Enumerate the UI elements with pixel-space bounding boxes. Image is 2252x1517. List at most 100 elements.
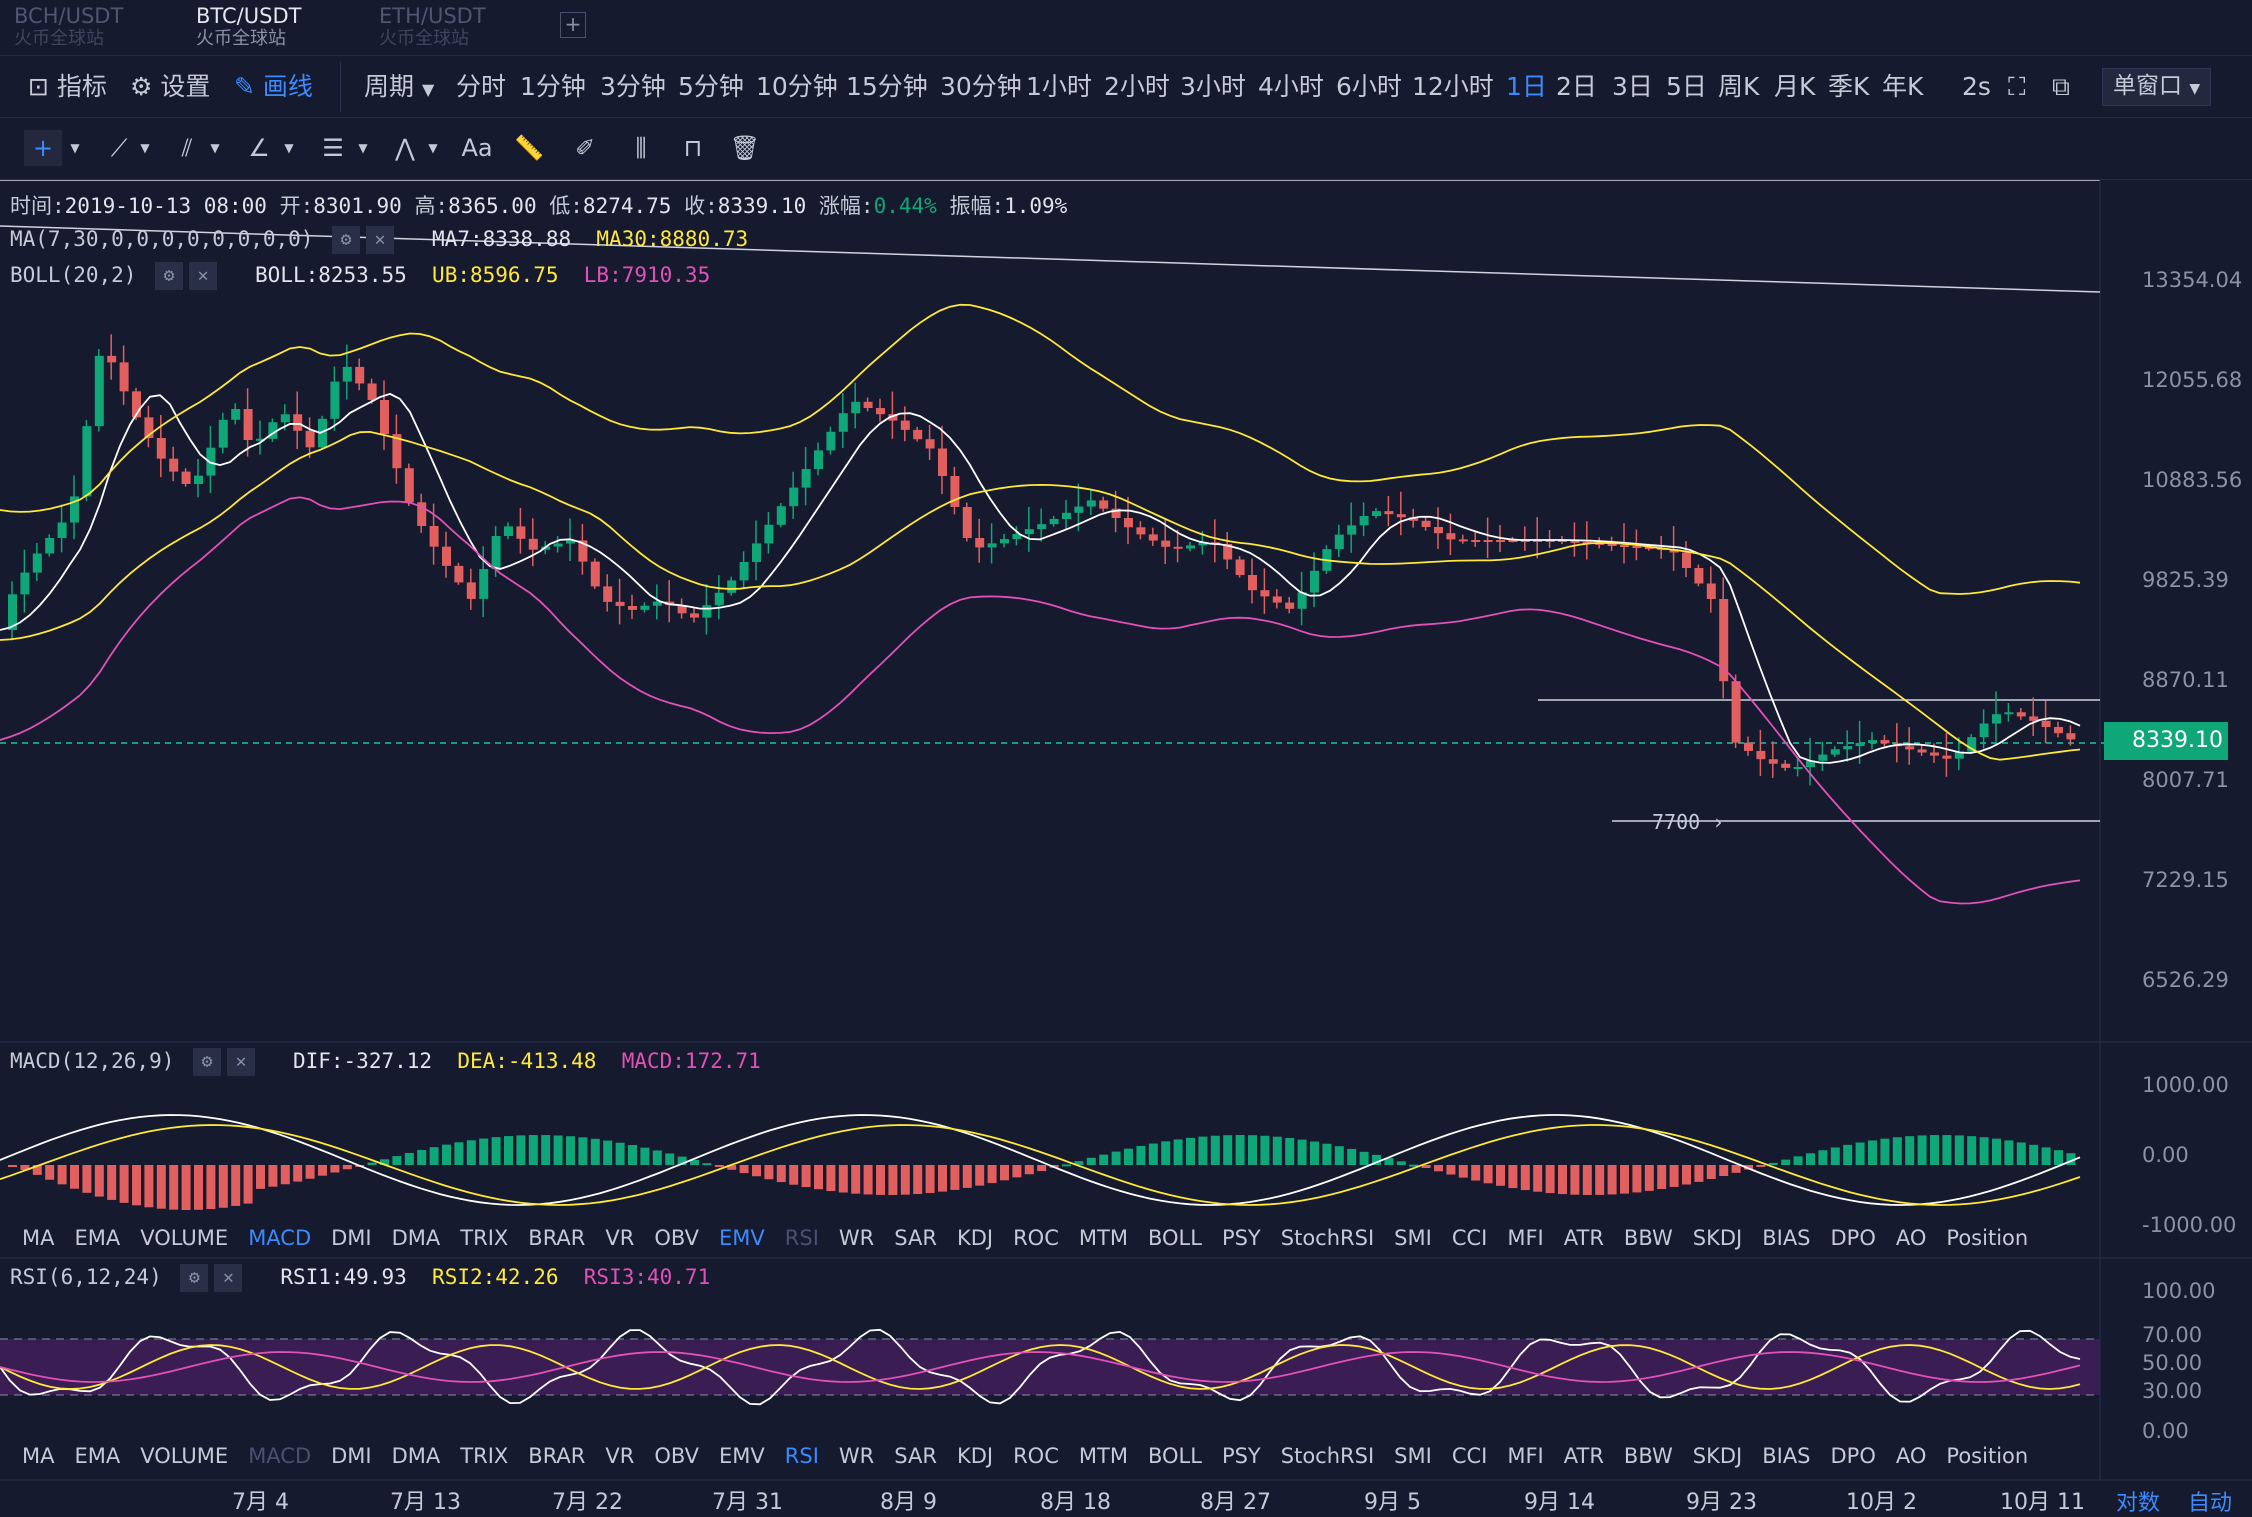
indicator-tab-skdj[interactable]: SKDJ xyxy=(1692,1226,1743,1250)
indicator-tab-atr[interactable]: ATR xyxy=(1563,1444,1604,1468)
period-8[interactable]: 2小时 xyxy=(1104,72,1170,101)
tab-btc-usdt[interactable]: BTC/USDT 火币全球站 xyxy=(182,4,301,54)
wave-tool-icon[interactable]: ⋀ xyxy=(395,134,415,162)
indicator-tab-stochrsi[interactable]: StochRSI xyxy=(1280,1226,1375,1250)
brush-tool-icon[interactable]: ✐ xyxy=(574,134,596,162)
indicator-tab-kdj[interactable]: KDJ xyxy=(956,1226,994,1250)
period-5[interactable]: 15分钟 xyxy=(846,72,928,101)
caret-down-icon[interactable]: ▼ xyxy=(284,141,294,155)
indicator-tab-psy[interactable]: PSY xyxy=(1221,1444,1261,1468)
auto-scale-toggle[interactable]: 自动 xyxy=(2187,1491,2232,1516)
period-9[interactable]: 3小时 xyxy=(1180,72,1246,101)
indicator-tab-stochrsi[interactable]: StochRSI xyxy=(1280,1444,1375,1468)
indicator-tab-obv[interactable]: OBV xyxy=(654,1444,700,1468)
price-annotation[interactable]: 7700 › xyxy=(1652,810,1725,834)
period-14[interactable]: 2日 xyxy=(1556,72,1597,101)
indicator-tab-bias[interactable]: BIAS xyxy=(1762,1226,1811,1250)
window-mode-dropdown[interactable]: 单窗口 ▼ xyxy=(2102,68,2212,106)
gear-icon[interactable]: ⚙ xyxy=(180,1264,209,1292)
period-4[interactable]: 10分钟 xyxy=(756,72,838,101)
indicator-tab-boll[interactable]: BOLL xyxy=(1147,1444,1202,1468)
indicator-tab-macd[interactable]: MACD xyxy=(248,1226,312,1250)
period-6[interactable]: 30分钟 xyxy=(940,72,1022,101)
draw-button[interactable]: ✎ 画线 xyxy=(234,70,313,104)
indicator-tab-bbw[interactable]: BBW xyxy=(1623,1444,1673,1468)
gear-icon[interactable]: ⚙ xyxy=(193,1048,222,1076)
indicator-tab-mtm[interactable]: MTM xyxy=(1078,1226,1128,1250)
settings-button[interactable]: ⚙ 设置 xyxy=(130,70,210,104)
indicator-tab-mfi[interactable]: MFI xyxy=(1507,1226,1544,1250)
indicator-tab-ma[interactable]: MA xyxy=(22,1444,55,1468)
period-18[interactable]: 月K xyxy=(1774,72,1816,101)
caret-down-icon[interactable]: ▼ xyxy=(210,141,220,155)
period-12[interactable]: 12小时 xyxy=(1412,72,1494,101)
period-13[interactable]: 1日 xyxy=(1506,72,1547,101)
indicator-tab-wr[interactable]: WR xyxy=(838,1444,875,1468)
indicator-tab-ema[interactable]: EMA xyxy=(74,1226,121,1250)
period-17[interactable]: 周K xyxy=(1718,72,1760,101)
indicator-tab-dma[interactable]: DMA xyxy=(391,1226,441,1250)
channel-tool-icon[interactable]: ⫽ xyxy=(181,134,193,162)
indicator-tab-ema[interactable]: EMA xyxy=(74,1444,121,1468)
indicator-tab-sar[interactable]: SAR xyxy=(894,1226,937,1250)
period-15[interactable]: 3日 xyxy=(1612,72,1653,101)
indicator-tab-bias[interactable]: BIAS xyxy=(1762,1444,1811,1468)
text-tool[interactable]: Aa xyxy=(461,134,493,162)
indicator-tab-roc[interactable]: ROC xyxy=(1013,1444,1059,1468)
indicator-tab-boll[interactable]: BOLL xyxy=(1147,1226,1202,1250)
indicator-tab-sar[interactable]: SAR xyxy=(894,1444,937,1468)
ruler-tool-icon[interactable]: 📏 xyxy=(514,134,544,162)
close-icon[interactable]: ✕ xyxy=(214,1264,243,1292)
lock-tool-icon[interactable]: ⊓ xyxy=(683,134,703,162)
indicator-tab-dma[interactable]: DMA xyxy=(391,1444,441,1468)
indicator-tab-obv[interactable]: OBV xyxy=(654,1226,700,1250)
indicator-tab-cci[interactable]: CCI xyxy=(1451,1226,1488,1250)
close-icon[interactable]: ✕ xyxy=(189,262,218,290)
indicator-tab-cci[interactable]: CCI xyxy=(1451,1444,1488,1468)
close-icon[interactable]: ✕ xyxy=(227,1048,256,1076)
indicator-tab-ao[interactable]: AO xyxy=(1895,1226,1927,1250)
indicator-tab-vr[interactable]: VR xyxy=(605,1226,635,1250)
caret-down-icon[interactable]: ▼ xyxy=(428,141,438,155)
indicator-tab-trix[interactable]: TRIX xyxy=(460,1226,509,1250)
trash-icon[interactable]: 🗑 xyxy=(729,134,761,162)
indicator-tab-smi[interactable]: SMI xyxy=(1394,1444,1432,1468)
indicator-tab-rsi[interactable]: RSI xyxy=(784,1444,819,1468)
indicator-tab-trix[interactable]: TRIX xyxy=(460,1444,509,1468)
indicator-tab-psy[interactable]: PSY xyxy=(1221,1226,1261,1250)
caret-down-icon[interactable]: ▼ xyxy=(358,141,368,155)
period-3[interactable]: 5分钟 xyxy=(678,72,744,101)
indicator-tab-emv[interactable]: EMV xyxy=(719,1226,765,1250)
indicator-tab-vr[interactable]: VR xyxy=(605,1444,635,1468)
indicator-tab-dpo[interactable]: DPO xyxy=(1830,1444,1876,1468)
indicators-button[interactable]: ⊡ 指标 xyxy=(28,70,107,104)
indicator-tab-dpo[interactable]: DPO xyxy=(1830,1226,1876,1250)
period-7[interactable]: 1小时 xyxy=(1026,72,1092,101)
indicator-tab-position[interactable]: Position xyxy=(1946,1226,2029,1250)
indicator-tab-wr[interactable]: WR xyxy=(838,1226,875,1250)
angle-tool-icon[interactable]: ∠ xyxy=(248,134,270,162)
indicator-tab-emv[interactable]: EMV xyxy=(719,1444,765,1468)
indicator-tab-brar[interactable]: BRAR xyxy=(528,1444,586,1468)
indicator-tab-ma[interactable]: MA xyxy=(22,1226,55,1250)
screenshot-icon[interactable]: ⧉ xyxy=(2052,72,2070,101)
gear-icon[interactable]: ⚙ xyxy=(332,226,361,254)
period-dropdown[interactable]: 周期 ▼ xyxy=(364,70,434,107)
caret-down-icon[interactable]: ▼ xyxy=(140,141,150,155)
indicator-tab-smi[interactable]: SMI xyxy=(1394,1226,1432,1250)
indicator-tab-skdj[interactable]: SKDJ xyxy=(1692,1444,1743,1468)
indicator-tab-dmi[interactable]: DMI xyxy=(331,1444,372,1468)
indicator-tab-mfi[interactable]: MFI xyxy=(1507,1444,1544,1468)
indicator-tab-brar[interactable]: BRAR xyxy=(528,1226,586,1250)
gear-icon[interactable]: ⚙ xyxy=(155,262,184,290)
crosshair-tool-icon[interactable]: + xyxy=(24,130,62,166)
period-0[interactable]: 分时 xyxy=(456,72,507,101)
close-icon[interactable]: ✕ xyxy=(366,226,395,254)
indicator-tab-kdj[interactable]: KDJ xyxy=(956,1444,994,1468)
fullscreen-icon[interactable]: ⛶ xyxy=(2008,72,2026,101)
candle-tool-icon[interactable]: ⫼ xyxy=(635,134,647,162)
indicator-tab-position[interactable]: Position xyxy=(1946,1444,2029,1468)
indicator-tab-volume[interactable]: VOLUME xyxy=(140,1226,229,1250)
fibonacci-tool-icon[interactable]: ☰ xyxy=(322,134,344,162)
indicator-tab-dmi[interactable]: DMI xyxy=(331,1226,372,1250)
